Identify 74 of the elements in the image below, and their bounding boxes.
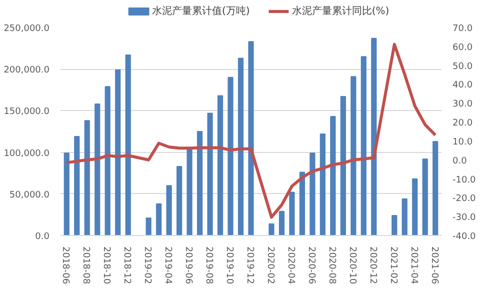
bar: [64, 152, 70, 236]
bar: [432, 140, 438, 236]
x-tick-label: 2020-12: [367, 246, 378, 284]
bar: [289, 192, 295, 236]
x-tick-label: 2020-10: [346, 246, 357, 284]
x-tick-label: 2019-04: [162, 246, 173, 284]
x-tick-label: 2018-10: [101, 246, 112, 284]
bar: [94, 104, 100, 236]
y2-tick-label: 0.0: [452, 156, 468, 166]
bar: [196, 131, 203, 236]
y-tick-label: 50,000.0: [9, 190, 50, 200]
bar: [320, 133, 326, 236]
bar: [217, 95, 224, 236]
bar: [278, 210, 285, 236]
x-tick-label: 2018-08: [80, 246, 91, 284]
y2-tick-label: -20.0: [452, 194, 476, 204]
x-tick-label: 2020-06: [306, 246, 316, 284]
y2-tick-label: -40.0: [452, 232, 476, 242]
legend-label: 水泥产量累计同比(%): [292, 5, 390, 17]
y-tick-label: 200,000.0: [4, 66, 50, 76]
bar: [248, 41, 254, 236]
line-series: [65, 42, 437, 219]
y2-tick-label: 50.0: [452, 62, 473, 72]
x-tick-label: 2019-12: [244, 246, 254, 284]
bar: [422, 158, 428, 236]
bar: [207, 112, 213, 236]
bar: [115, 69, 121, 236]
y2-tick-label: 10.0: [452, 137, 473, 148]
x-tick-label: 2019-08: [204, 246, 214, 284]
bar: [84, 120, 90, 236]
bar: [238, 58, 244, 236]
x-tick-label: 2018-06: [60, 246, 70, 284]
x-tick-label: 2018-12: [122, 246, 132, 284]
x-tick-label: 2019-06: [183, 246, 194, 284]
y2-tick-label: -10.0: [452, 175, 476, 186]
x-tick-label: 2019-10: [224, 246, 234, 284]
x-tick-label: 2020-04: [285, 246, 296, 284]
y2-tick-label: 30.0: [452, 100, 473, 110]
bar: [146, 218, 152, 236]
y2-tick-label: 20.0: [452, 118, 473, 129]
bar: [350, 76, 356, 236]
bar: [228, 76, 234, 236]
y2-tick-label: -30.0: [452, 213, 476, 224]
x-tick-label: 2021-06: [428, 246, 439, 284]
bar: [176, 166, 182, 236]
bar: [74, 136, 80, 236]
y-tick-label: 0.0: [35, 232, 50, 242]
bar: [186, 148, 192, 236]
x-tick-label: 2021-04: [408, 246, 418, 284]
y-tick-label: 100,000.0: [4, 148, 50, 159]
bar: [166, 185, 172, 236]
bar: [104, 86, 110, 236]
x-tick-label: 2020-02: [264, 246, 275, 284]
y-tick-label: 150,000.0: [4, 107, 50, 118]
bar: [402, 198, 408, 236]
x-tick-label: 2020-08: [326, 246, 336, 284]
x-tick-label: 2021-02: [388, 246, 398, 284]
bar: [125, 54, 131, 236]
bar: [360, 56, 366, 236]
bar: [330, 116, 336, 236]
x-tick-label: 2019-02: [142, 246, 152, 284]
bar: [412, 178, 418, 236]
bar: [299, 172, 306, 236]
y2-tick-label: 70.0: [452, 24, 473, 34]
bar: [340, 96, 346, 236]
bar: [392, 215, 398, 236]
y2-tick-label: 60.0: [452, 42, 473, 53]
bar: [371, 38, 377, 236]
bar: [310, 152, 316, 236]
y-tick-label: 250,000.0: [4, 24, 50, 34]
y2-tick-label: 40.0: [452, 80, 473, 91]
bar: [268, 223, 274, 236]
bar: [156, 203, 162, 236]
legend-label: 水泥产量累计值(万吨): [152, 5, 250, 17]
